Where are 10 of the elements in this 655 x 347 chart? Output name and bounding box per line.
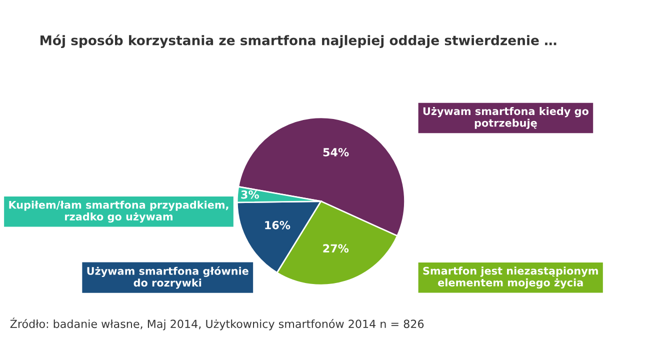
chart-title: Mój sposób korzystania ze smartfona najlepiej oddaje stwierdzenie …: [40, 34, 556, 48]
data-label: 54%: [323, 148, 349, 156]
slice-label: Używam smartfona głównie do rozrywki: [87, 266, 248, 289]
data-label: 16%: [265, 220, 290, 230]
data-label: 27%: [323, 244, 349, 253]
data-label: 3%: [241, 190, 259, 199]
slice-label: Smartfon jest niezastąpionym elementem mojego życia: [423, 266, 598, 289]
slice-label: Używam smartfona kiedy go potrzebuję: [423, 107, 588, 129]
text: Źródło: badanie własne, Maj 2014, Użytkownicy smartfonów 2014 n = 826: [10, 318, 424, 330]
slice-label: Kupiłem/łam smartfona przypadkiem, rzadko go używam: [9, 200, 228, 223]
